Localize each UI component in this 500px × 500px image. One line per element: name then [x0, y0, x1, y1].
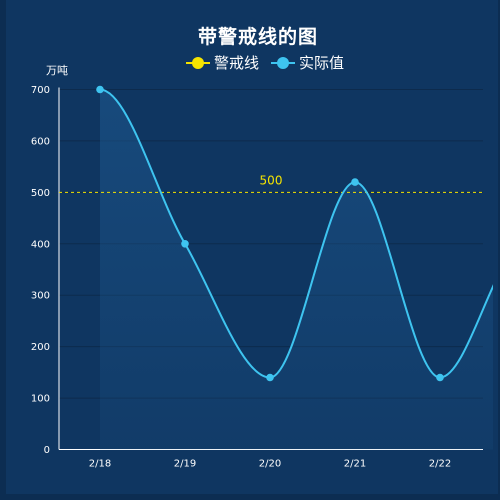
y-tick-label: 100: [31, 394, 50, 405]
y-tick-label: 0: [44, 445, 50, 456]
data-point: [181, 239, 189, 248]
x-tick-label: 2/18: [89, 459, 111, 470]
warning-line-label: 500: [260, 173, 283, 187]
y-tick-label: 600: [31, 136, 50, 147]
series-line: [99, 88, 493, 379]
area-fill: [100, 89, 493, 450]
chart-title: 带警戒线的图: [197, 26, 318, 48]
y-axis-unit-label: 万吨: [46, 64, 68, 77]
series-line-layer: [99, 88, 493, 379]
data-point: [436, 373, 444, 382]
data-point: [266, 373, 274, 382]
x-tick-label: 2/20: [259, 459, 281, 470]
data-points: [96, 85, 444, 382]
warning-line-swatch-icon: [186, 56, 210, 69]
legend-label-actual-value: 实际值: [299, 54, 345, 72]
legend-item-warning-line[interactable]: 警戒线: [186, 52, 259, 73]
series-area: [100, 89, 493, 450]
x-tick-label: 2/19: [174, 459, 196, 470]
y-tick-label: 200: [31, 342, 50, 353]
warning-line-layer: 500: [59, 173, 483, 193]
actual-value-swatch-icon: [271, 56, 296, 69]
data-point: [96, 85, 104, 94]
legend: 警戒线 实际值: [186, 52, 356, 73]
legend-label-warning-line: 警戒线: [214, 54, 260, 72]
x-tick-label: 2/22: [429, 459, 451, 470]
legend-item-actual-value[interactable]: 实际值: [271, 52, 344, 73]
y-tick-label: 300: [31, 291, 50, 302]
y-tick-label: 700: [31, 85, 50, 96]
data-point: [351, 178, 359, 186]
x-tick-label: 2/21: [344, 459, 366, 470]
tick-labels: 0 100 200 300 400 500 600 700 2/18 2/19 2/20 2/21 2/…: [31, 85, 451, 470]
y-tick-label: 500: [31, 188, 50, 199]
y-tick-label: 400: [31, 239, 50, 250]
